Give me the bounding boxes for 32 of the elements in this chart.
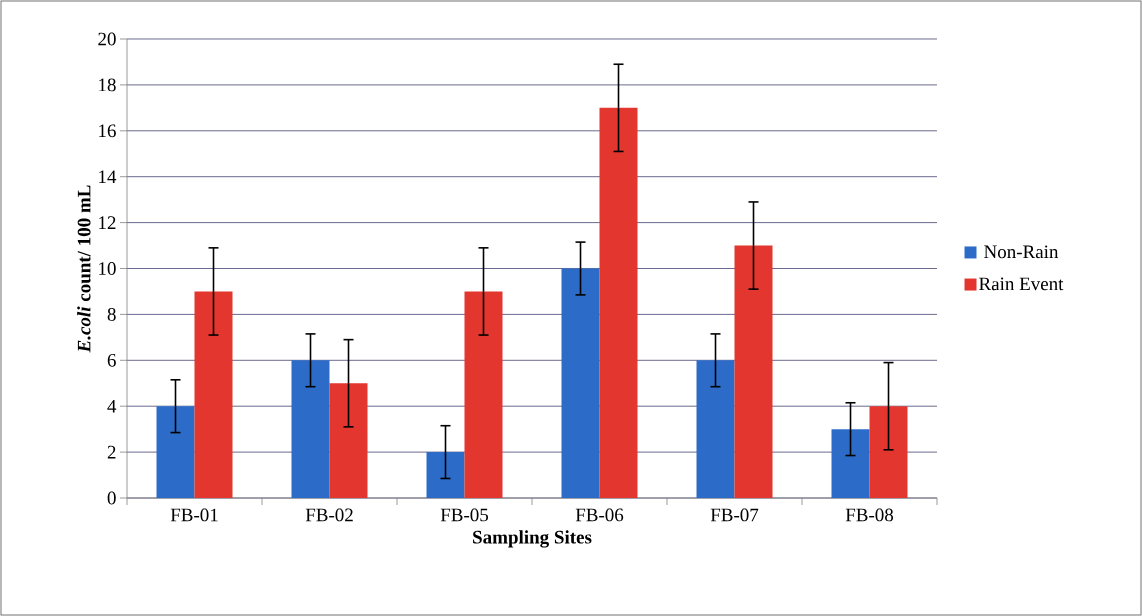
y-axis-title: E.coli count/ 100 mL — [77, 185, 91, 353]
y-tick-label: 0 — [107, 491, 116, 505]
x-tick-label: FB-01 — [170, 508, 218, 522]
bar — [156, 406, 195, 498]
bar — [869, 406, 908, 498]
x-tick-label: FB-02 — [305, 508, 353, 522]
y-tick-label: 12 — [99, 216, 116, 229]
x-tick-label: FB-07 — [710, 508, 759, 522]
y-tick-label: 6 — [107, 353, 116, 367]
x-tick-label: FB-06 — [575, 508, 624, 522]
y-tick-label: 10 — [99, 262, 116, 275]
bar — [831, 429, 870, 498]
y-tick-label: 4 — [107, 399, 117, 413]
x-tick-label: FB-05 — [440, 508, 489, 522]
y-tick-label: 8 — [107, 308, 116, 321]
bar — [561, 268, 600, 498]
bar — [599, 107, 638, 498]
x-axis-title: Sampling Sites — [473, 530, 592, 548]
bar — [291, 360, 330, 498]
y-tick-label: 20 — [98, 32, 116, 46]
y-tick-label: 16 — [99, 124, 116, 138]
x-tick-label: FB-08 — [845, 508, 894, 522]
bar — [734, 245, 773, 498]
y-tick-label: 18 — [99, 78, 116, 92]
y-tick-label: 2 — [107, 445, 116, 459]
y-tick-label: 14 — [99, 170, 117, 183]
bar — [194, 291, 233, 498]
bar — [464, 291, 503, 498]
bar — [329, 383, 368, 498]
legend-label: Rain Event — [979, 277, 1064, 291]
bar — [696, 360, 735, 498]
legend-label: Non-Rain — [984, 245, 1059, 259]
